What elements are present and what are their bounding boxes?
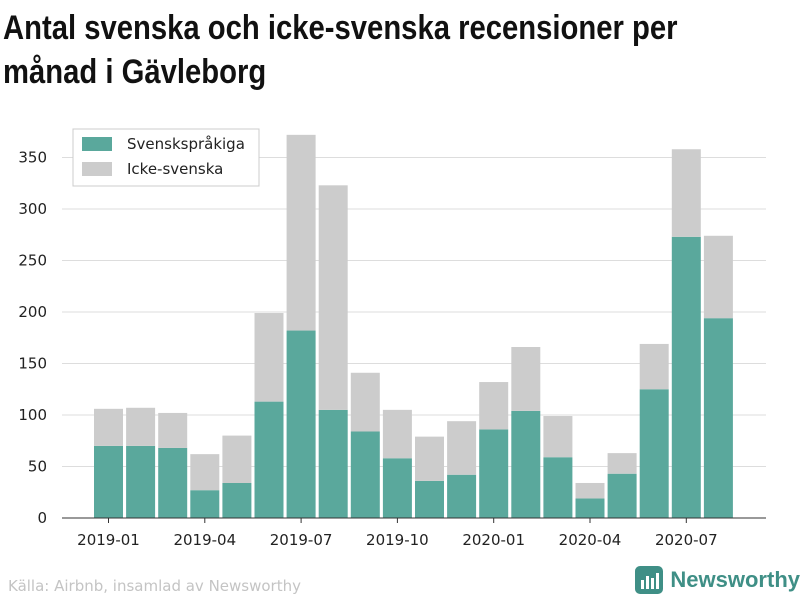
bar-swedish [286,330,316,518]
bar-swedish [318,409,348,518]
bar-non-swedish [254,313,284,402]
bar-swedish [671,236,701,518]
y-tick-label: 50 [28,458,47,476]
legend-label-swedish: Svenskspråkiga [127,135,245,153]
brand-name: Newsworthy [670,567,800,592]
bar-swedish [158,447,188,518]
bar-non-swedish [318,185,348,410]
bar-non-swedish [158,412,188,448]
y-tick-label: 0 [37,509,47,527]
bar-non-swedish [222,435,252,483]
bar-non-swedish [190,454,220,491]
bars [94,134,733,518]
x-axis-ticks: 2019-01 2019-04 2019-07 2019-10 2020-01 2020-… [77,518,718,549]
x-tick-label: 2020-04 [559,531,622,549]
bar-swedish [447,474,477,518]
bar-non-swedish [703,235,733,319]
x-tick-label: 2019-10 [366,531,429,549]
bar-non-swedish [543,416,573,458]
bar-swedish [479,429,509,518]
bar-swedish [703,318,733,518]
legend-swatch-swedish [82,137,112,151]
x-tick-label: 2019-01 [77,531,140,549]
bar-non-swedish [511,347,541,411]
brand: Newsworthy [634,565,800,595]
bar-swedish [350,431,380,518]
bar-non-swedish [447,421,477,475]
x-tick-label: 2020-01 [462,531,525,549]
bar-non-swedish [671,149,701,237]
x-tick-label: 2020-07 [655,531,718,549]
y-axis-ticks: 0 50 100 150 200 250 300 350 [18,149,47,528]
bar-non-swedish [94,408,123,446]
x-tick-label: 2019-04 [173,531,236,549]
bar-swedish [415,480,444,518]
source-note: Källa: Airbnb, insamlad av Newsworthy [8,577,301,595]
x-tick-label: 2019-07 [270,531,333,549]
bar-swedish [94,445,123,518]
bar-non-swedish [350,372,380,432]
legend-label-non-swedish: Icke-svenska [127,160,223,178]
legend: Svenskspråkiga Icke-svenska [72,128,260,187]
y-tick-label: 350 [18,149,47,167]
y-tick-label: 300 [18,200,47,218]
bar-swedish [543,457,573,518]
legend-swatch-non-swedish [82,162,112,176]
bar-non-swedish [286,134,316,331]
bar-swedish [254,401,284,518]
bar-swedish [639,389,669,518]
bar-non-swedish [415,436,444,481]
bar-swedish [511,410,541,518]
bar-non-swedish [639,343,669,390]
newsworthy-logo-icon [635,566,664,594]
bar-swedish [190,490,220,518]
bar-non-swedish [607,453,637,474]
y-tick-label: 150 [18,355,47,373]
bar-non-swedish [382,409,412,459]
y-tick-label: 100 [18,406,47,424]
chart-title: Antal svenska och icke-svenska recension… [3,9,678,91]
bar-non-swedish [126,407,156,446]
bar-swedish [575,498,605,518]
bar-non-swedish [575,482,605,499]
bar-swedish [607,473,637,518]
bar-swedish [126,445,156,518]
y-tick-label: 200 [18,303,47,321]
bar-swedish [222,482,252,518]
bar-swedish [382,458,412,518]
bar-non-swedish [479,382,509,430]
y-tick-label: 250 [18,252,47,270]
